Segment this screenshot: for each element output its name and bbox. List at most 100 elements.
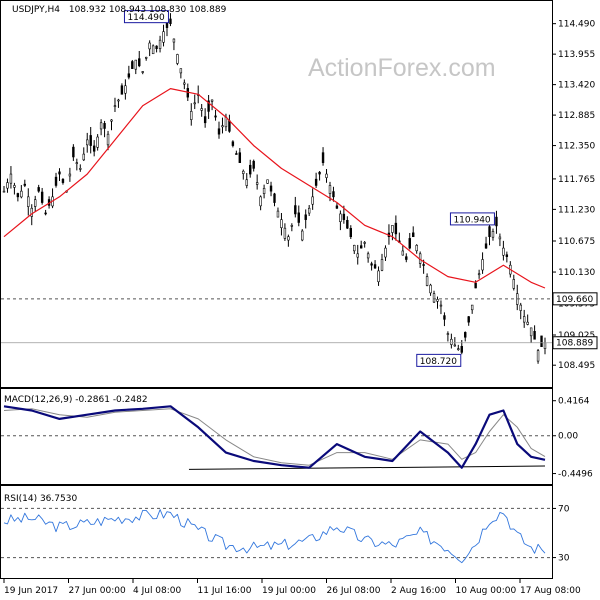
candle-body (155, 45, 158, 50)
candle (127, 65, 131, 80)
candle-body (391, 225, 394, 233)
candle (141, 71, 144, 75)
candle-body (464, 332, 467, 338)
x-tick-label: 17 Aug 08:00 (520, 586, 581, 596)
rsi-layer (1, 507, 552, 564)
price-y-tick-label: 112.350 (558, 142, 595, 152)
rsi-panel-frame (0, 485, 553, 579)
candle (280, 212, 283, 236)
candle (221, 117, 224, 134)
candle (425, 273, 429, 287)
candle-body (491, 231, 495, 238)
candle (200, 104, 203, 117)
candle (242, 169, 245, 180)
candle (217, 121, 221, 139)
candle (27, 188, 30, 216)
candle (384, 245, 387, 261)
candle (103, 120, 106, 138)
candle-body (370, 263, 373, 266)
candle-body (138, 58, 141, 67)
candle-body (27, 196, 30, 207)
candle (363, 240, 366, 248)
candle-body (533, 330, 536, 340)
candle-body (148, 42, 151, 50)
candle-body (536, 350, 540, 362)
candle-body (203, 116, 207, 124)
candle (124, 79, 127, 100)
candle-body (172, 38, 176, 43)
candle (401, 245, 405, 256)
candle (110, 119, 113, 131)
candle (339, 210, 342, 231)
candle (96, 134, 99, 151)
candle-body (349, 228, 352, 238)
candle-body (134, 59, 137, 70)
candle (255, 174, 259, 190)
candle-body (207, 100, 210, 112)
candle-body (474, 282, 477, 289)
candle-body (457, 348, 460, 350)
price-y-tick-label: 112.885 (558, 111, 595, 121)
candle-body (242, 170, 245, 174)
price-y-tick-label: 110.130 (558, 268, 595, 278)
candle (470, 304, 474, 314)
candle (190, 103, 193, 126)
candle-body (384, 247, 387, 258)
axis-layer: 114.490 113.955 113.420 112.885 112.350 111.7… (3, 20, 598, 596)
candle-body (54, 176, 58, 186)
candle (259, 195, 262, 211)
candle-body (339, 213, 342, 223)
macd-signal-line (3, 408, 546, 466)
candle-body (342, 213, 346, 220)
candle-body (183, 82, 186, 85)
candle-body (144, 56, 148, 59)
candle (144, 56, 148, 61)
macd-layer (1, 405, 552, 470)
candle (106, 130, 110, 151)
candle-body (151, 45, 155, 55)
rsi-y-tick-label: 70 (558, 504, 570, 514)
candle-body (467, 316, 470, 323)
candle-body (235, 153, 238, 155)
candle-body (20, 190, 23, 198)
candle-body (276, 210, 280, 218)
candle (439, 300, 443, 315)
candle (366, 251, 370, 263)
candle (290, 223, 294, 232)
candle-body (443, 315, 446, 320)
candle-body (30, 207, 33, 217)
candle (318, 171, 321, 181)
candle-body (131, 61, 134, 69)
price-y-tick-label: 108.495 (558, 361, 595, 371)
candle (405, 253, 408, 263)
candle-body (401, 250, 405, 256)
candle-body (505, 254, 509, 257)
candle-body (103, 123, 106, 129)
candle (54, 172, 58, 188)
candle (311, 188, 314, 210)
candle-body (34, 199, 37, 207)
candle (353, 244, 356, 255)
macd-y-tick-label: -0.4496 (558, 470, 593, 480)
candle (325, 168, 328, 183)
candle (207, 94, 210, 119)
candle (432, 290, 436, 304)
candle-body (190, 111, 193, 120)
level-label: 109.660 (556, 295, 593, 305)
price-y-tick-label: 113.420 (558, 81, 595, 91)
candle-body (249, 164, 252, 175)
candle-body (522, 316, 526, 323)
candle (467, 316, 470, 326)
candle-body (179, 68, 183, 74)
macd-y-tick-label: 0.4164 (558, 397, 590, 407)
candle-body (314, 178, 318, 186)
candle-body (294, 205, 297, 215)
candle (120, 83, 124, 95)
moving-average-line (3, 87, 546, 289)
candle (276, 207, 280, 218)
candle-body (429, 284, 432, 294)
candle (117, 98, 120, 108)
price-y-tick-label: 114.490 (558, 20, 595, 30)
candle (481, 252, 484, 274)
candle-body (325, 173, 328, 178)
